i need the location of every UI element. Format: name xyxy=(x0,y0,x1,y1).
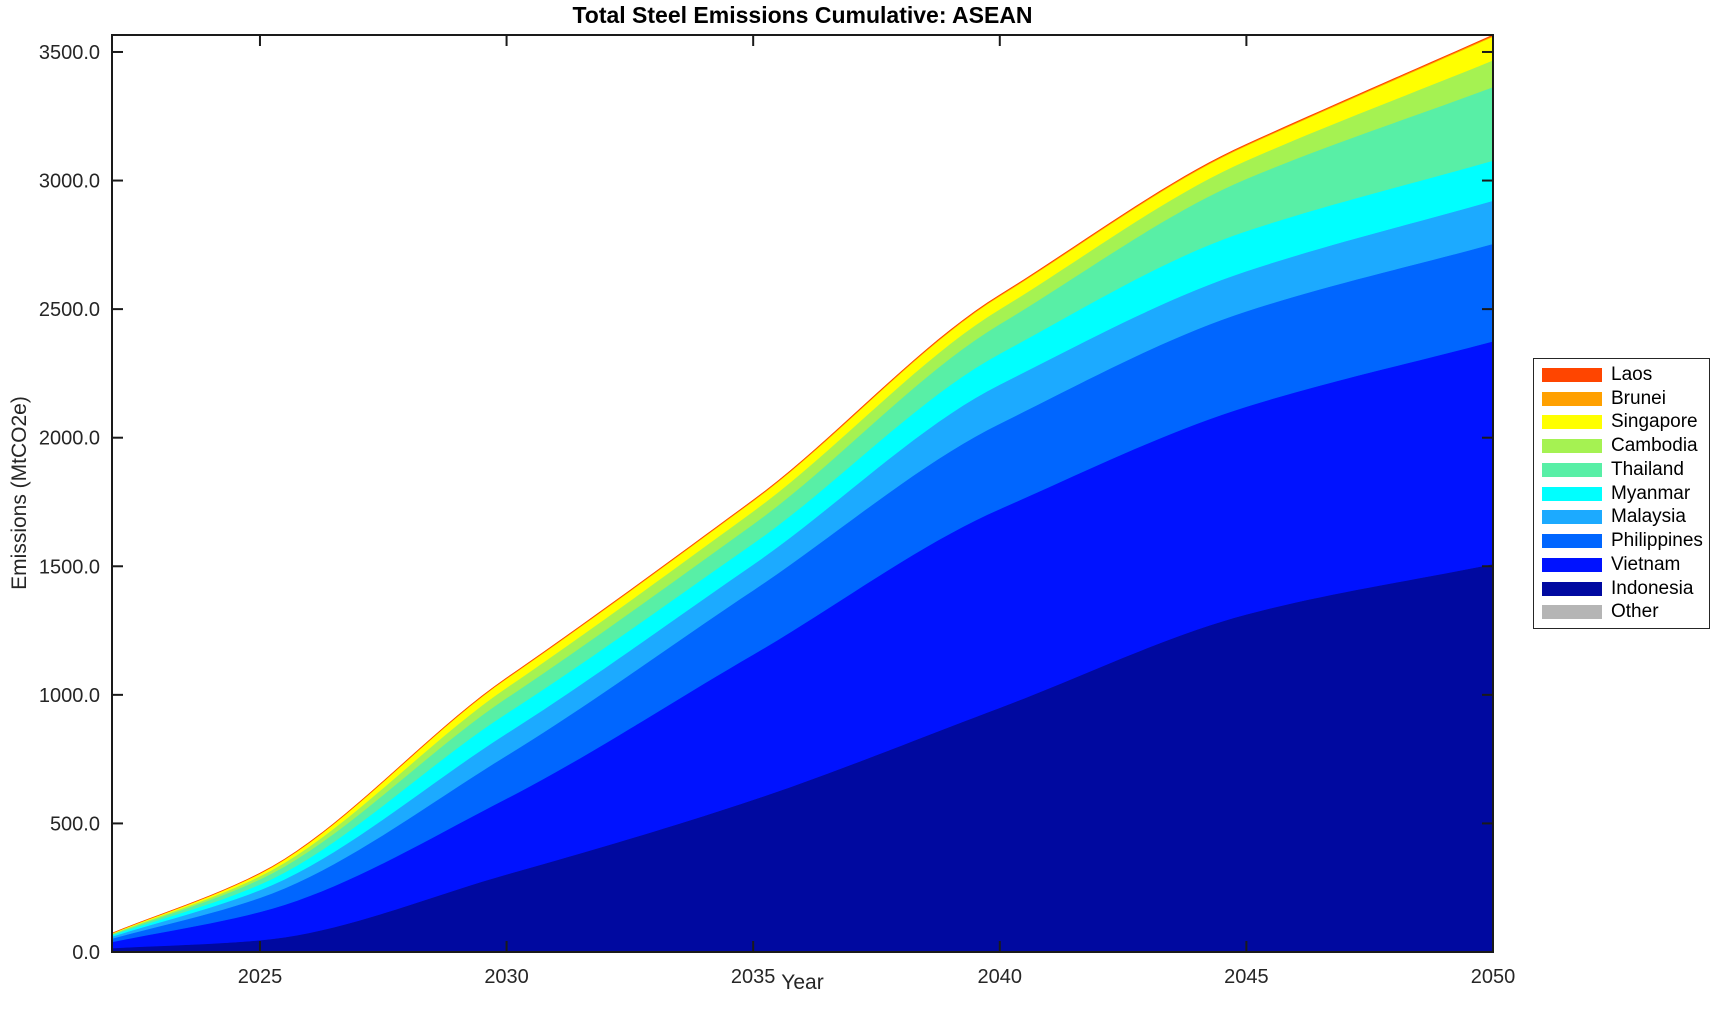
x-tick-label: 2040 xyxy=(978,966,1023,988)
legend-swatch-laos xyxy=(1542,367,1602,382)
y-tick-label: 3500.0 xyxy=(39,42,100,64)
legend-swatch-malaysia xyxy=(1542,510,1602,525)
legend-item-malaysia: Malaysia xyxy=(1542,506,1701,528)
legend-item-laos: Laos xyxy=(1542,364,1701,386)
x-tick-label: 2025 xyxy=(238,966,283,988)
legend-label: Thailand xyxy=(1611,458,1684,480)
legend-label: Singapore xyxy=(1611,411,1698,433)
y-tick-label: 3000.0 xyxy=(39,171,100,193)
legend-label: Cambodia xyxy=(1611,435,1698,456)
y-tick-label: 2500.0 xyxy=(39,299,100,321)
legend-label: Myanmar xyxy=(1611,482,1691,504)
axes xyxy=(111,34,1494,953)
legend-swatch-other xyxy=(1542,605,1602,620)
y-tick-label: 1000.0 xyxy=(39,685,100,707)
legend-label: Vietnam xyxy=(1611,553,1681,575)
legend-label: Brunei xyxy=(1611,387,1666,409)
y-tick-label: 2000.0 xyxy=(39,428,100,450)
legend-item-brunei: Brunei xyxy=(1542,388,1701,410)
legend-swatch-philippines xyxy=(1542,534,1602,548)
legend-item-singapore: Singapore xyxy=(1542,411,1701,433)
y-tick-label: 0.0 xyxy=(72,942,100,964)
y-tick-label: 1500.0 xyxy=(39,556,100,578)
legend-swatch-brunei xyxy=(1542,391,1602,406)
legend-swatch-vietnam xyxy=(1542,557,1602,572)
y-tick-label: 500.0 xyxy=(50,813,100,835)
legend-item-thailand: Thailand xyxy=(1542,459,1701,481)
x-tick-label: 2035 xyxy=(731,966,776,988)
legend-item-indonesia: Indonesia xyxy=(1542,578,1701,600)
legend-label: Philippines xyxy=(1611,530,1703,551)
legend-label: Indonesia xyxy=(1611,577,1694,599)
tick-labels: 2025 2030 2035 2040 2045 2050 0.0 500.0 1000.0 15… xyxy=(39,42,1515,988)
legend-swatch-thailand xyxy=(1542,462,1602,477)
x-axis-label: Year xyxy=(781,971,824,994)
legend: Laos Brunei Singapore Cambodia Thailand Myanm… xyxy=(1533,358,1710,629)
legend-swatch-myanmar xyxy=(1542,486,1602,501)
legend-label: Laos xyxy=(1611,363,1653,385)
x-tick-label: 2050 xyxy=(1471,966,1516,988)
legend-item-philippines: Philippines xyxy=(1542,530,1703,552)
area-series-group xyxy=(111,34,1494,953)
legend-swatch-indonesia xyxy=(1542,581,1602,596)
legend-label: Other xyxy=(1611,601,1659,623)
legend-item-other: Other xyxy=(1542,601,1701,623)
legend-item-vietnam: Vietnam xyxy=(1542,554,1701,576)
legend-item-myanmar: Myanmar xyxy=(1542,483,1701,505)
legend-swatch-cambodia xyxy=(1542,439,1602,453)
legend-item-cambodia: Cambodia xyxy=(1542,435,1701,457)
legend-swatch-singapore xyxy=(1542,415,1602,430)
x-tick-label: 2045 xyxy=(1224,966,1269,988)
x-tick-label: 2030 xyxy=(484,966,529,988)
legend-label: Malaysia xyxy=(1611,506,1686,528)
chart-title: Total Steel Emissions Cumulative: ASEAN xyxy=(572,2,1033,28)
